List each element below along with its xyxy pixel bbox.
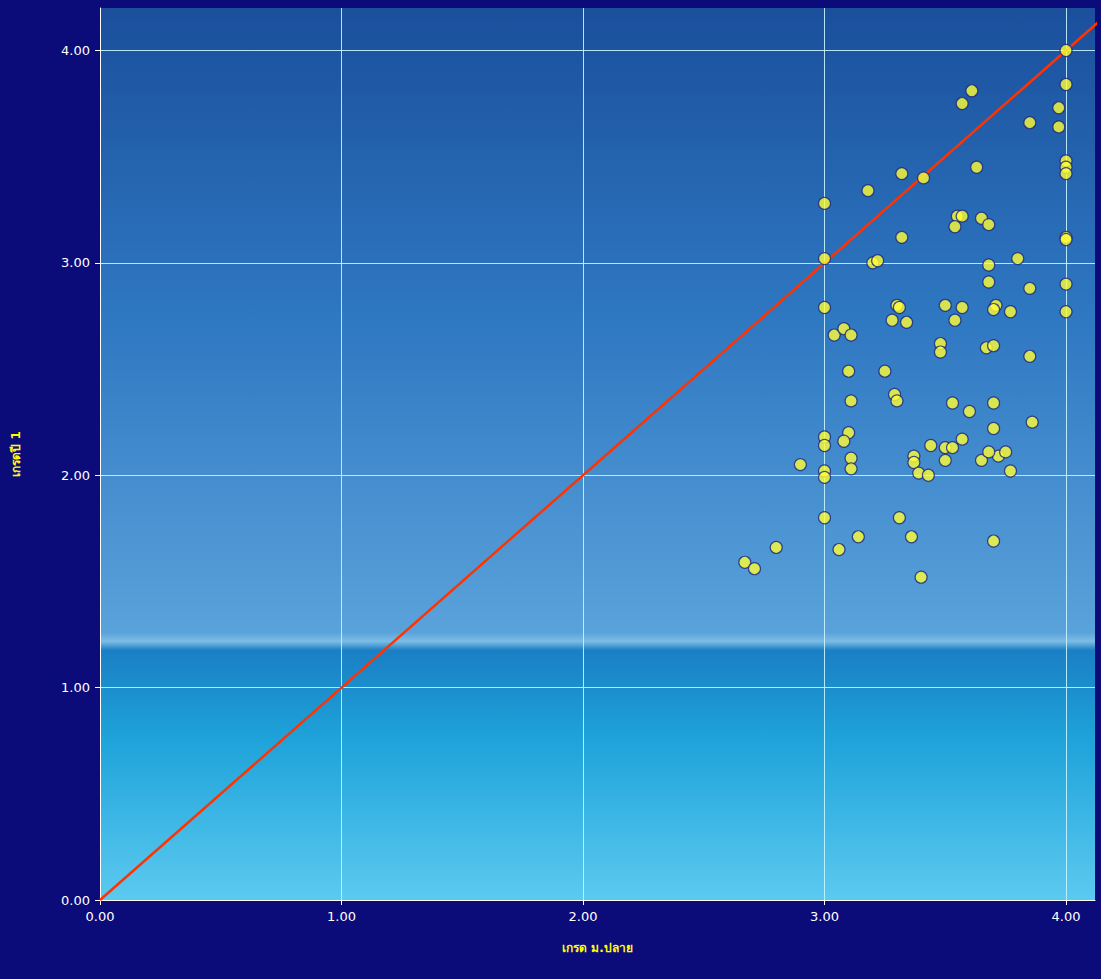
svg-text:4.00: 4.00 <box>1052 909 1081 924</box>
svg-text:1.00: 1.00 <box>61 680 90 695</box>
svg-text:3.00: 3.00 <box>61 255 90 270</box>
svg-text:2.00: 2.00 <box>61 468 90 483</box>
svg-text:4.00: 4.00 <box>61 43 90 58</box>
svg-text:2.00: 2.00 <box>569 909 598 924</box>
svg-text:0.00: 0.00 <box>61 893 90 908</box>
svg-text:0.00: 0.00 <box>86 909 115 924</box>
svg-text:เกรด ม.ปลาย: เกรด ม.ปลาย <box>562 941 633 955</box>
svg-text:1.00: 1.00 <box>327 909 356 924</box>
svg-text:3.00: 3.00 <box>810 909 839 924</box>
svg-text:เกรดปี 1: เกรดปี 1 <box>9 431 23 477</box>
